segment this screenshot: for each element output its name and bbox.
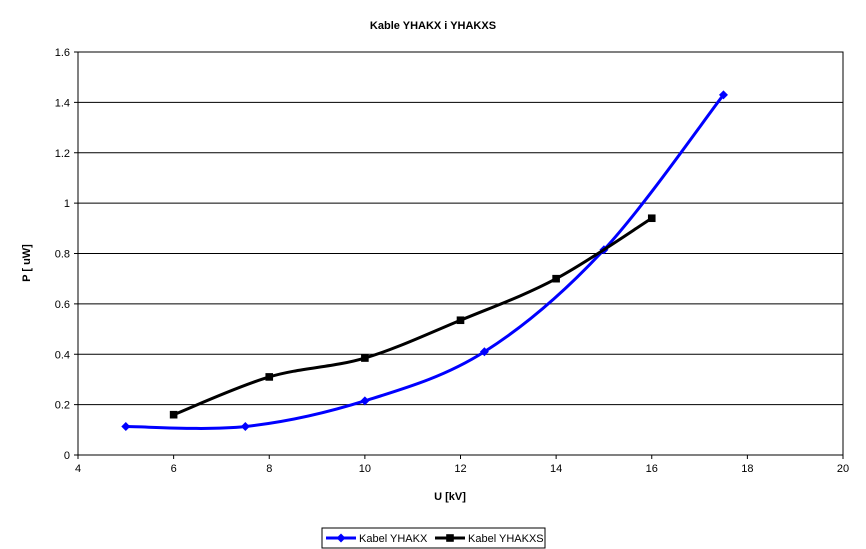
series-2 bbox=[169, 214, 656, 419]
x-tick-label: 18 bbox=[741, 463, 753, 475]
x-tick-label: 10 bbox=[359, 463, 371, 475]
legend-swatch-marker bbox=[336, 533, 346, 543]
legend-label: Kabel YHAKX bbox=[359, 533, 428, 545]
x-tick-label: 16 bbox=[646, 463, 658, 475]
x-tick-label: 8 bbox=[266, 463, 272, 475]
data-point bbox=[265, 373, 274, 381]
legend: Kabel YHAKX Kabel YHAKXS bbox=[321, 527, 546, 549]
data-point bbox=[647, 214, 656, 223]
data-point bbox=[552, 274, 560, 283]
y-tick-label: 0.8 bbox=[55, 249, 70, 261]
x-axis-label: U [kV] bbox=[434, 491, 466, 503]
y-tick-label: 1 bbox=[64, 198, 70, 210]
y-tick-label: 1.6 bbox=[55, 47, 70, 59]
y-tick-label: 1.2 bbox=[55, 148, 70, 160]
gridlines bbox=[78, 101, 843, 406]
chart-title: Kable YHAKX i YHAKXS bbox=[370, 20, 496, 32]
data-point bbox=[121, 422, 131, 432]
legend-item-2: Kabel YHAKXS bbox=[435, 533, 544, 545]
legend-label: Kabel YHAKXS bbox=[468, 533, 544, 545]
legend-box bbox=[321, 527, 546, 549]
y-axis-ticks: 0 0.2 0.4 0.6 0.8 1 1.2 1.4 1.6 bbox=[55, 47, 78, 462]
x-tick-label: 20 bbox=[837, 463, 849, 475]
y-axis-label: P [ uW] bbox=[21, 244, 33, 282]
legend-item-1: Kabel YHAKX bbox=[326, 533, 428, 545]
series-group bbox=[121, 90, 728, 432]
series-1 bbox=[121, 90, 728, 432]
data-point bbox=[360, 396, 370, 406]
y-tick-label: 1.4 bbox=[55, 97, 70, 109]
series-line bbox=[125, 93, 725, 430]
data-point bbox=[456, 316, 465, 325]
legend-swatch-marker bbox=[446, 534, 454, 542]
y-tick-label: 0.2 bbox=[55, 400, 70, 412]
data-point bbox=[240, 422, 250, 432]
y-tick-label: 0.6 bbox=[55, 299, 70, 311]
data-point bbox=[479, 347, 489, 357]
x-tick-label: 14 bbox=[550, 463, 562, 475]
y-tick-label: 0.4 bbox=[55, 349, 70, 361]
x-tick-label: 4 bbox=[75, 463, 81, 475]
data-point bbox=[718, 90, 728, 100]
series-line bbox=[173, 216, 653, 417]
y-tick-label: 0 bbox=[64, 450, 70, 462]
x-tick-label: 12 bbox=[454, 463, 466, 475]
data-point bbox=[361, 354, 369, 362]
x-axis-ticks: 4 6 8 10 12 14 16 18 20 bbox=[75, 455, 849, 475]
data-point bbox=[169, 410, 178, 419]
x-tick-label: 6 bbox=[171, 463, 177, 475]
